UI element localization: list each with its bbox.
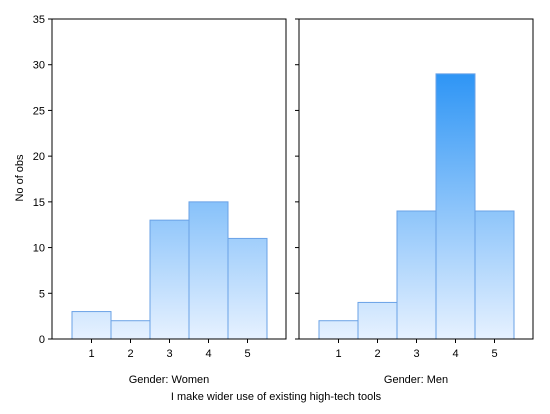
y-tick-label: 30 (33, 60, 45, 72)
plot-frame (51, 18, 287, 340)
x-tick-label: 2 (374, 348, 380, 360)
bar-2 (357, 301, 398, 340)
bar-3 (396, 210, 437, 340)
bar-3 (149, 219, 190, 340)
y-tick-label: 5 (39, 288, 45, 300)
x-tick-label: 1 (335, 348, 341, 360)
x-tick-label: 4 (452, 348, 458, 360)
chart-panel-1: 1 2 3 4 5 0 5 10 15 20 25 30 35 Gender: Women (33, 14, 287, 386)
y-axis-title: No of obs (14, 154, 26, 202)
bar-5 (474, 210, 515, 340)
chart-panel-2: 1 2 3 4 5 Gender: Men (295, 18, 534, 386)
y-tick-label: 20 (33, 151, 45, 163)
bar-5 (227, 237, 268, 340)
y-tick-label: 25 (33, 105, 45, 117)
bar-4 (435, 73, 476, 340)
x-tick-label: 1 (88, 348, 94, 360)
y-tick-label: 0 (39, 334, 45, 346)
panel-label: Gender: Men (384, 374, 448, 386)
x-tick-label: 5 (491, 348, 497, 360)
x-tick-label: 3 (166, 348, 172, 360)
x-tick-label: 4 (205, 348, 211, 360)
y-tick-label: 10 (33, 243, 45, 255)
x-tick-label: 2 (127, 348, 133, 360)
bar-1 (71, 311, 112, 340)
x-tick-label: 5 (244, 348, 250, 360)
bar-4 (188, 201, 229, 340)
y-tick-label: 35 (33, 14, 45, 26)
y-tick-label: 15 (33, 197, 45, 209)
x-axis-title: I make wider use of existing high-tech t… (171, 391, 382, 403)
panel-label: Gender: Women (129, 374, 210, 386)
plot-frame (298, 18, 534, 340)
bar-2 (110, 320, 151, 340)
bar-1 (318, 320, 359, 340)
x-tick-label: 3 (413, 348, 419, 360)
